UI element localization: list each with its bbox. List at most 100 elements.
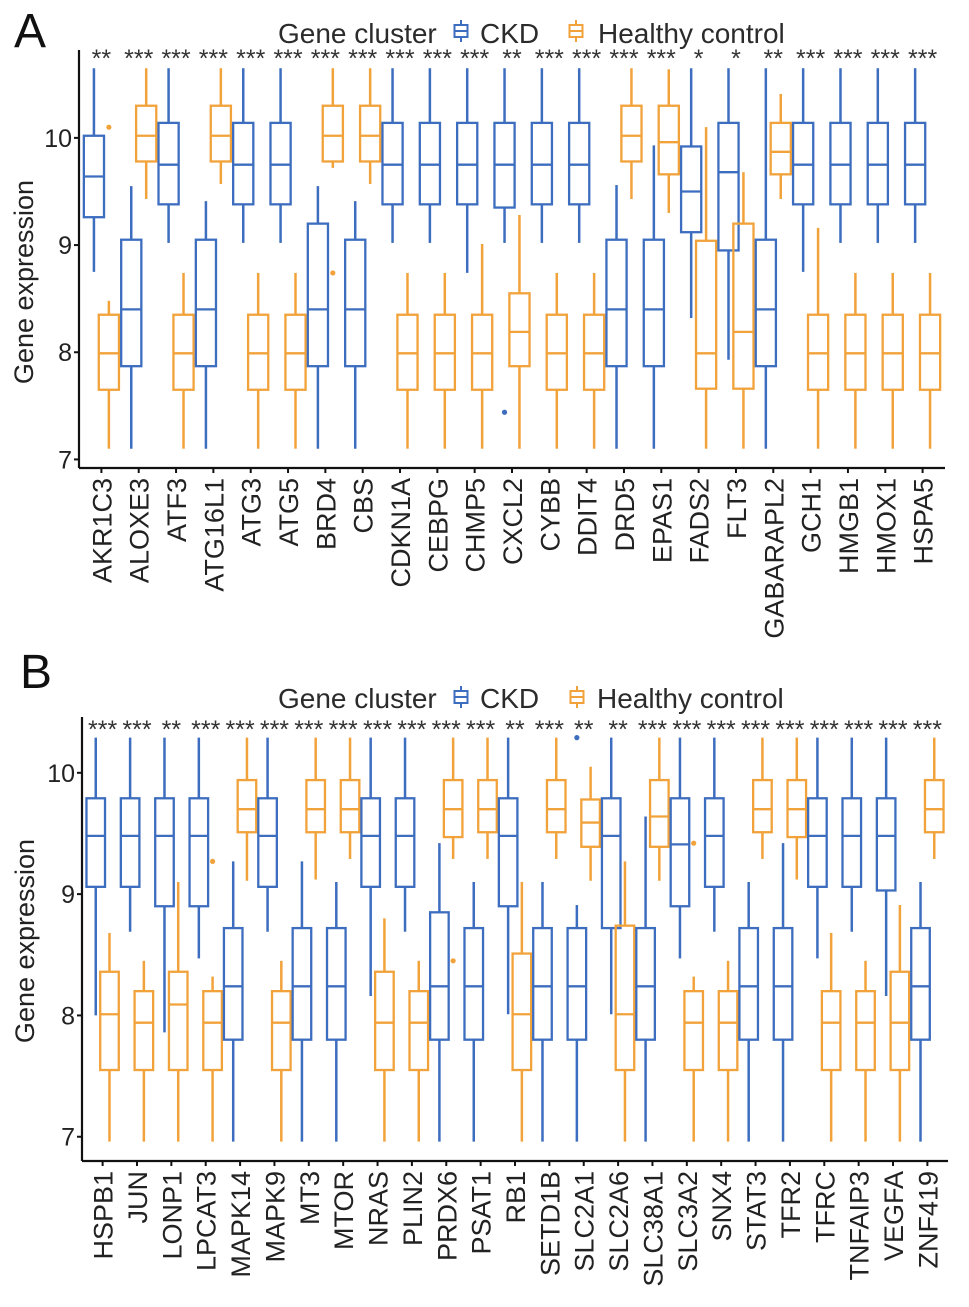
- box-iqr: [820, 990, 842, 1072]
- box-iqr: [738, 926, 760, 1041]
- boxplot-ckd-hmox1: [866, 68, 890, 243]
- panel-a: A Gene cluster CKD Healthy control Gene …: [9, 5, 945, 639]
- significance-label: ***: [225, 716, 254, 744]
- boxplot-healthy-control-aloxe3: [134, 68, 158, 199]
- x-tick-label: CEBPG: [423, 478, 453, 573]
- y-tick-label: 9: [61, 881, 75, 909]
- boxplot-ckd-akr1c3: [82, 68, 106, 272]
- boxplot-ckd-mapk9: [257, 737, 278, 932]
- panel-label-a: A: [14, 5, 46, 58]
- boxplot-healthy-control-slc2a1: [580, 766, 602, 881]
- y-tick-label: 8: [58, 339, 72, 367]
- legend-key-healthy-control-icon: [568, 20, 584, 42]
- x-tick-label: ATG3: [237, 478, 267, 547]
- significance-label: **: [92, 45, 112, 73]
- significance-label: ***: [385, 45, 414, 73]
- x-tick-label: HSPA5: [909, 478, 939, 565]
- boxplot-healthy-control-stat3: [752, 737, 773, 859]
- x-tick-label: FLT3: [722, 478, 752, 539]
- box-iqr: [394, 797, 416, 888]
- boxplot-ckd-mtor: [325, 881, 347, 1142]
- box-iqr: [841, 797, 863, 888]
- boxplot-healthy-control-cybb: [545, 272, 569, 449]
- boxplot-healthy-control-cdkn1a: [396, 272, 419, 449]
- boxplot-healthy-control-nras: [373, 918, 395, 1142]
- boxplot-healthy-control-mapk9: [270, 960, 292, 1142]
- box-iqr: [343, 238, 367, 368]
- significance-label: ***: [363, 716, 392, 744]
- x-tick-label: LPCAT3: [192, 1171, 222, 1271]
- x-tick-label: EPAS1: [647, 478, 677, 563]
- box-iqr: [752, 778, 773, 834]
- outlier-point: [330, 270, 336, 276]
- boxplot-ckd-flt3: [717, 68, 740, 360]
- significance-label: ***: [348, 45, 377, 73]
- boxplot-healthy-control-plin2: [408, 960, 430, 1142]
- x-tick-label: TFR2: [776, 1171, 806, 1239]
- significance-label: ***: [878, 716, 907, 744]
- outlier-point: [574, 735, 580, 741]
- box-iqr: [923, 778, 945, 834]
- significance-label: ***: [913, 716, 942, 744]
- x-tick-label: SLC2A1: [570, 1171, 600, 1272]
- x-tick-label: ATG16L1: [199, 478, 229, 592]
- significance-label: **: [764, 45, 784, 73]
- box-iqr: [360, 797, 382, 888]
- box-iqr: [717, 121, 740, 252]
- x-tick-label: RB1: [501, 1171, 531, 1224]
- legend-title: Gene cluster: [278, 18, 437, 49]
- boxplot-ckd-atg3: [232, 68, 255, 243]
- outlier-point: [209, 858, 216, 864]
- x-tick-label: FADS2: [685, 478, 715, 564]
- boxplot-ckd-ddit4: [567, 68, 591, 243]
- significance-label: **: [608, 716, 628, 744]
- legend-label-ckd: CKD: [480, 683, 539, 714]
- x-tick-label: CXCL2: [498, 478, 528, 565]
- boxplot-ckd-tfr2: [772, 843, 794, 1142]
- boxplot-healthy-control-atg5: [284, 272, 307, 449]
- boxplot-ckd-hspb1: [85, 737, 107, 1016]
- boxplot-healthy-control-atf3: [172, 272, 195, 449]
- box-iqr: [222, 926, 244, 1041]
- boxplot-ckd-stat3: [738, 881, 760, 1142]
- box-iqr: [85, 797, 107, 888]
- significance-label: ***: [199, 45, 228, 73]
- significance-label: **: [502, 45, 522, 73]
- x-tick-label: GABARAPL2: [759, 478, 789, 639]
- boxplot-ckd-fads2: [679, 68, 703, 318]
- legend-key-ckd-icon: [453, 686, 469, 708]
- significance-label: ***: [236, 45, 265, 73]
- x-tick-label: STAT3: [742, 1171, 772, 1251]
- boxplot-ckd-setd1b: [532, 881, 553, 1142]
- significance-label: ***: [535, 45, 564, 73]
- x-tick-label: CDKN1A: [386, 478, 416, 588]
- x-tick-label: TFRC: [810, 1171, 840, 1243]
- box-iqr: [306, 222, 330, 368]
- plot-area-a: 78910AKR1C3**ALOXE3***ATF3***ATG16L1***A…: [44, 45, 945, 639]
- significance-label: ***: [294, 716, 323, 744]
- x-tick-label: CHMP5: [461, 478, 491, 573]
- box-iqr: [855, 990, 876, 1072]
- box-iqr: [806, 797, 828, 888]
- boxplot-healthy-control-atg3: [246, 272, 270, 449]
- boxplot-ckd-tnfaip3: [841, 737, 863, 932]
- boxplot-ckd-cbs: [343, 201, 367, 449]
- y-axis-title-a: Gene expression: [9, 180, 39, 384]
- significance-label: ***: [273, 45, 302, 73]
- boxplot-healthy-control-hmox1: [881, 272, 904, 449]
- boxplot-healthy-control-hspb1: [99, 932, 120, 1142]
- boxplot-ckd-slc38a1: [635, 816, 657, 1142]
- boxplot-healthy-control-gch1: [806, 227, 830, 449]
- box-iqr: [511, 952, 533, 1072]
- outlier-point: [450, 958, 456, 964]
- significance-label: ***: [260, 716, 289, 744]
- boxplot-ckd-drd5: [605, 185, 628, 449]
- significance-label: *: [731, 45, 741, 73]
- boxplot-healthy-control-tfrc: [820, 932, 842, 1142]
- boxplot-ckd-plin2: [394, 737, 416, 932]
- significance-label: ***: [707, 716, 736, 744]
- boxplot-healthy-control-vegfa: [889, 905, 911, 1142]
- x-tick-label: ALOXE3: [125, 478, 155, 583]
- box-iqr: [428, 911, 450, 1041]
